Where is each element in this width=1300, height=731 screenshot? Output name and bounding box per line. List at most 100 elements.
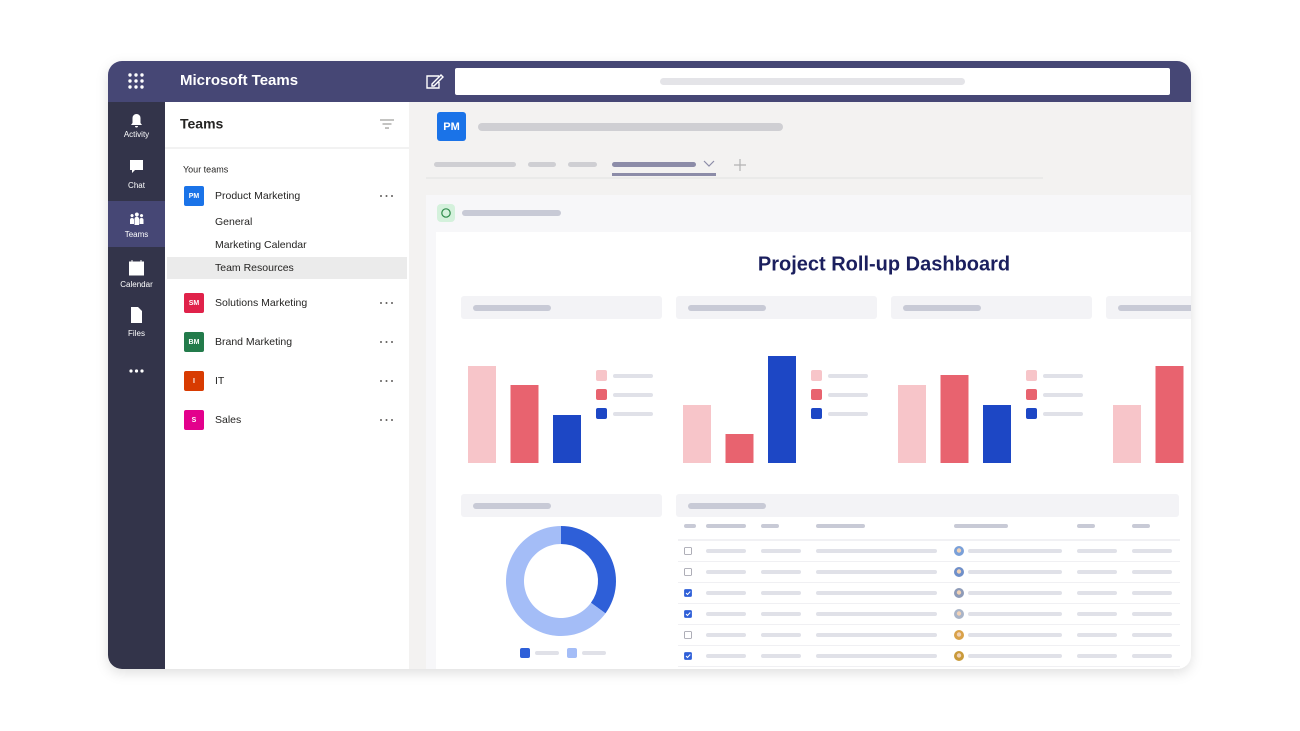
legend-placeholder — [1043, 374, 1083, 378]
column-header-placeholder — [954, 524, 1008, 528]
cell-placeholder — [816, 633, 937, 637]
cell-placeholder — [761, 612, 801, 616]
cell-placeholder — [968, 612, 1062, 616]
cell-placeholder — [816, 612, 937, 616]
legend-swatch — [811, 389, 822, 400]
row-checkbox[interactable] — [684, 589, 692, 597]
legend-placeholder — [828, 393, 868, 397]
cell-placeholder — [968, 570, 1062, 574]
dot — [380, 419, 382, 421]
cell-placeholder — [706, 591, 746, 595]
rail-item[interactable]: Files — [128, 307, 145, 338]
cell-placeholder — [1132, 654, 1172, 658]
table-row — [678, 588, 1180, 604]
tab[interactable] — [568, 162, 597, 167]
dot — [391, 302, 393, 304]
channel-name[interactable]: Marketing Calendar — [215, 239, 307, 251]
tab-dropdown[interactable] — [703, 160, 715, 167]
table-title-placeholder — [688, 503, 766, 509]
cell-placeholder — [1077, 549, 1117, 553]
cell-placeholder — [968, 549, 1062, 553]
bar — [768, 356, 796, 463]
rail-item[interactable]: Activity — [124, 114, 149, 139]
team-more[interactable] — [380, 302, 393, 304]
app-icon-glyph — [441, 208, 451, 218]
legend-swatch — [596, 389, 607, 400]
avatar-face — [956, 653, 962, 658]
row-checkbox[interactable] — [684, 547, 692, 555]
dot — [385, 419, 388, 421]
donut-title-placeholder — [473, 503, 551, 509]
chart-header — [1106, 296, 1191, 319]
team-more[interactable] — [380, 380, 393, 382]
bar-chart — [676, 296, 877, 463]
row-checkbox[interactable] — [684, 610, 692, 618]
column-header-placeholder — [761, 524, 779, 528]
row-checkbox[interactable] — [684, 568, 692, 576]
cell-placeholder — [706, 570, 746, 574]
chart-header — [676, 296, 877, 319]
tab-active[interactable] — [612, 162, 696, 167]
team-name: Product Marketing — [215, 190, 300, 202]
legend-swatch — [811, 370, 822, 381]
app-launcher[interactable] — [128, 73, 144, 89]
chart-header — [461, 296, 662, 319]
team-more[interactable] — [380, 195, 393, 197]
bar-chart — [461, 296, 662, 463]
team-item[interactable]: SM Solutions Marketing — [184, 293, 393, 313]
rail-icon — [130, 160, 143, 173]
donut-segment — [561, 526, 616, 614]
compose-button[interactable] — [426, 74, 444, 89]
dot — [391, 419, 393, 421]
rail-item[interactable]: Chat — [128, 160, 146, 190]
avatar-face — [956, 632, 962, 637]
rail-icon — [129, 260, 144, 276]
row-checkbox[interactable] — [684, 631, 692, 639]
cell-placeholder — [1077, 612, 1117, 616]
tab[interactable] — [434, 162, 516, 167]
team-name: Sales — [215, 414, 241, 426]
legend-placeholder — [613, 374, 653, 378]
rail-label: Chat — [128, 181, 146, 190]
rail-item[interactable]: Calendar — [120, 260, 153, 289]
search-placeholder — [660, 78, 965, 85]
team-item[interactable]: I IT — [184, 371, 393, 391]
rail-item[interactable]: Teams — [125, 212, 149, 240]
filter-button[interactable] — [380, 119, 394, 129]
team-initials: I — [193, 378, 195, 385]
dot — [391, 380, 393, 382]
team-avatar — [184, 410, 204, 430]
legend-placeholder — [613, 393, 653, 397]
cell-placeholder — [816, 549, 937, 553]
bar — [725, 434, 754, 463]
rail-more[interactable] — [129, 369, 144, 373]
channel-name[interactable]: Team Resources — [215, 262, 294, 274]
row-checkbox[interactable] — [684, 652, 692, 660]
rail-label: Activity — [124, 130, 149, 139]
team-item[interactable]: BM Brand Marketing — [184, 332, 393, 352]
cell-placeholder — [816, 654, 937, 658]
checkmark — [685, 591, 691, 596]
donut-chart — [505, 526, 616, 658]
legend-placeholder — [1043, 412, 1083, 416]
table — [678, 524, 1180, 667]
team-item[interactable]: PM Product Marketing General Marketing Cale… — [167, 186, 407, 279]
cell-placeholder — [706, 654, 746, 658]
team-more[interactable] — [380, 419, 393, 421]
avatar-face — [956, 611, 962, 616]
legend-swatch — [1026, 408, 1037, 419]
team-item[interactable]: S Sales — [184, 410, 393, 430]
rail-label: Teams — [125, 230, 149, 239]
tab[interactable] — [528, 162, 556, 167]
team-name: Brand Marketing — [215, 336, 292, 348]
cell-placeholder — [761, 570, 801, 574]
team-more[interactable] — [380, 341, 393, 343]
add-tab[interactable] — [734, 159, 746, 171]
cell-placeholder — [761, 654, 801, 658]
cell-placeholder — [761, 549, 801, 553]
legend-placeholder — [582, 651, 606, 655]
chart-header — [891, 296, 1092, 319]
channel-name[interactable]: General — [215, 216, 252, 228]
rail-label: Calendar — [120, 280, 153, 289]
